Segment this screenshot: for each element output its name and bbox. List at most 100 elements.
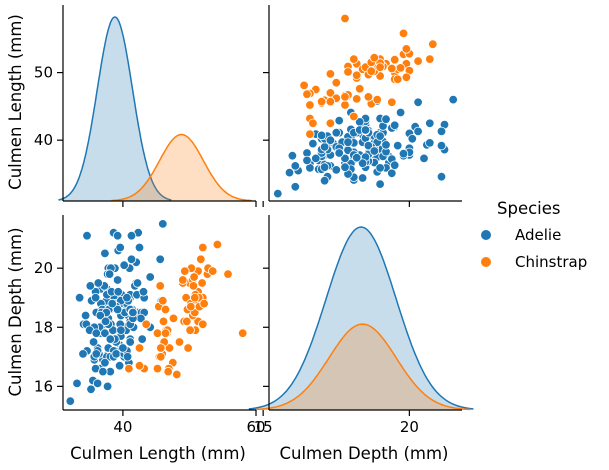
- scatter-point-adelie: [334, 148, 344, 158]
- scatter-point-adelie: [158, 219, 168, 229]
- scatter-point-adelie: [436, 171, 447, 182]
- scatter-point-adelie: [122, 293, 132, 303]
- scatter-point-adelie: [100, 358, 110, 368]
- scatter-point-chinstrap: [134, 361, 145, 371]
- scatter-point-chinstrap: [168, 313, 179, 324]
- scatter-point-adelie: [425, 138, 435, 148]
- y-tick-label: 16: [34, 377, 53, 395]
- kde-area-adelie: [248, 227, 474, 410]
- scatter-point-chinstrap: [152, 328, 163, 338]
- scatter-point-adelie: [381, 114, 391, 124]
- scatter-point-chinstrap: [152, 363, 163, 374]
- scatter-point-adelie: [132, 278, 143, 288]
- scatter-point-adelie: [375, 179, 385, 189]
- kde-line-adelie: [248, 226, 474, 410]
- scatter-point-chinstrap: [188, 281, 199, 291]
- scatter-point-chinstrap: [340, 100, 350, 110]
- scatter-point-adelie: [319, 175, 330, 186]
- x-tick-label: 60: [246, 418, 265, 436]
- scatter-point-chinstrap: [155, 281, 165, 291]
- scatter-point-adelie: [90, 293, 101, 303]
- x-tick-label: 20: [400, 418, 419, 436]
- scatter-point-chinstrap: [352, 94, 362, 104]
- legend-label-chinstrap: Chinstrap: [515, 253, 587, 271]
- scatter-point-chinstrap: [207, 266, 218, 276]
- legend-label-adelie: Adelie: [515, 226, 561, 244]
- scatter-point-adelie: [145, 272, 155, 282]
- scatter-point-chinstrap: [305, 100, 315, 110]
- legend: Species Adelie Chinstrap: [480, 199, 587, 271]
- x-tick-label: 40: [113, 418, 132, 436]
- scatter-point-adelie: [436, 140, 447, 151]
- panel-depth-kde: [248, 226, 474, 411]
- scatter-point-chinstrap: [401, 72, 412, 83]
- scatter-point-adelie: [375, 131, 385, 141]
- scatter-point-adelie: [375, 163, 385, 173]
- scatter-point-chinstrap: [343, 67, 353, 77]
- scatter-point-adelie: [290, 161, 301, 171]
- scatter-point-chinstrap: [156, 343, 166, 353]
- scatter-point-adelie: [425, 118, 435, 129]
- scatter-point-adelie: [331, 127, 342, 138]
- scatter-point-chinstrap: [198, 319, 208, 330]
- scatter-point-adelie: [80, 310, 91, 321]
- scatter-point-chinstrap: [425, 54, 435, 64]
- scatter-point-adelie: [125, 337, 135, 347]
- scatter-point-chinstrap: [180, 266, 190, 276]
- scatter-point-adelie: [112, 304, 123, 315]
- kde-area-chinstrap: [255, 324, 471, 410]
- scatter-point-adelie: [352, 152, 362, 163]
- scatter-point-adelie: [395, 107, 406, 118]
- scatter-point-adelie: [413, 126, 423, 137]
- panel-length-vs-depth-scatter: [65, 219, 248, 406]
- x-tick-label: 15: [254, 418, 273, 436]
- scatter-point-adelie: [319, 162, 330, 172]
- kde-area-adelie: [58, 17, 172, 201]
- scatter-point-adelie: [100, 316, 111, 327]
- scatter-point-chinstrap: [197, 278, 207, 288]
- y-tick-label: 18: [34, 318, 53, 336]
- scatter-point-adelie: [134, 242, 145, 253]
- kde-area-chinstrap: [111, 134, 252, 201]
- scatter-point-chinstrap: [156, 352, 166, 362]
- legend-marker-chinstrap: [480, 256, 492, 268]
- scatter-point-adelie: [88, 337, 99, 347]
- y-axis-title-row1: Culmen Depth (mm): [6, 227, 25, 396]
- scatter-point-adelie: [398, 148, 409, 159]
- scatter-point-adelie: [65, 396, 76, 406]
- scatter-point-chinstrap: [302, 89, 312, 99]
- scatter-point-chinstrap: [316, 96, 327, 107]
- scatter-point-adelie: [325, 135, 336, 145]
- scatter-point-adelie: [284, 167, 295, 178]
- y-tick-label: 50: [34, 64, 53, 82]
- scatter-point-adelie: [357, 173, 368, 183]
- scatter-point-adelie: [343, 137, 353, 147]
- scatter-point-adelie: [357, 158, 368, 168]
- scatter-point-adelie: [72, 378, 82, 389]
- y-tick-label: 20: [34, 259, 53, 277]
- scatter-point-chinstrap: [172, 369, 182, 380]
- scatter-point-chinstrap: [369, 53, 380, 63]
- scatter-point-adelie: [155, 254, 165, 264]
- scatter-point-adelie: [119, 260, 129, 270]
- scatter-point-chinstrap: [183, 343, 193, 353]
- x-axis-title-col1: Culmen Depth (mm): [279, 444, 448, 463]
- scatter-point-chinstrap: [366, 66, 377, 76]
- scatter-point-chinstrap: [186, 301, 196, 312]
- scatter-point-chinstrap: [401, 44, 412, 54]
- scatter-point-adelie: [126, 230, 137, 241]
- scatter-point-chinstrap: [352, 70, 362, 81]
- kde-line-adelie: [58, 16, 172, 201]
- kde-line-chinstrap: [111, 133, 252, 202]
- scatter-point-chinstrap: [375, 62, 385, 72]
- scatter-point-adelie: [95, 310, 106, 321]
- scatter-point-chinstrap: [387, 63, 397, 74]
- scatter-point-adelie: [137, 334, 147, 344]
- scatter-point-adelie: [126, 254, 137, 264]
- scatter-point-chinstrap: [189, 272, 199, 282]
- scatter-point-chinstrap: [387, 97, 397, 108]
- scatter-point-adelie: [138, 287, 149, 297]
- scatter-point-chinstrap: [340, 92, 350, 102]
- scatter-point-chinstrap: [124, 363, 134, 374]
